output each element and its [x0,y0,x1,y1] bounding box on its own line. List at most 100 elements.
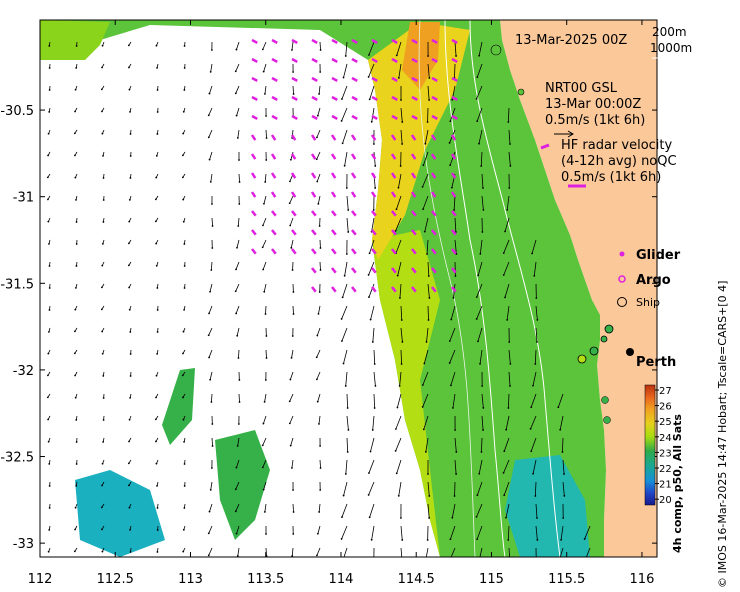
model-arrow-head [75,45,78,47]
model-arrow-head [368,472,370,474]
model-arrow-head [449,538,452,541]
model-arrow-head [427,275,430,277]
model-arrow-head [155,462,158,465]
model-arrow-head [265,357,268,359]
model-arrow [584,525,591,540]
hf-arrow [250,172,257,179]
model-arrow-head [156,287,159,289]
station-marker [577,354,587,364]
model-arrow [395,239,402,254]
model-arrow [559,415,564,430]
model-arrow-head [292,511,295,513]
model-arrow-head [154,220,157,223]
model-arrow [395,437,402,452]
model-arrow-head [394,450,397,452]
model-arrow [481,195,484,210]
model-arrow [530,437,537,452]
model-arrow-head [128,308,131,311]
model-arrow [423,415,429,430]
model-arrow [368,261,375,276]
hf-arrow [310,191,317,198]
model-arrow-head [316,400,319,403]
model-arrow-head [421,186,424,188]
hf-arrow [251,57,258,63]
hf-arrow [390,134,397,141]
colorbar-tick-label: 25 [659,417,672,428]
model-arrow [535,327,538,342]
model-arrow-head [316,136,318,139]
model-arrow-head [292,489,294,491]
model-arrow-head [318,225,321,227]
hf-arrow [391,229,397,236]
model-arrow [400,129,403,144]
model-arrow-head [480,165,483,167]
model-arrow [427,63,430,78]
model-arrow-head [368,98,371,101]
hf-arrow [391,210,397,217]
model-arrow-head [427,319,430,321]
hf-arrow [291,229,297,236]
model-arrow [479,239,483,254]
model-arrow-head [316,180,319,183]
hf-arrow [291,76,298,82]
model-arrow-head [504,296,506,299]
model-arrow-head [182,220,185,223]
model-arrow-head [399,165,402,167]
model-arrow [395,217,402,232]
model-arrow-head [584,560,586,562]
model-arrow [344,151,348,166]
hf-arrow [271,114,278,120]
model-arrow-head [368,296,370,298]
contour-200m [469,20,561,557]
hf-arrow [311,76,318,82]
model-arrow [262,459,267,468]
model-arrow [318,415,321,424]
model-arrow-head [183,308,185,311]
model-arrow-head [291,49,293,51]
model-arrow-head [155,242,158,245]
hf-arrow [451,267,457,274]
model-arrow-head [346,451,349,453]
model-arrow [507,525,510,541]
model-arrow [263,195,267,204]
colorbar-tick-label: 22 [659,464,672,475]
model-arrow-head [424,450,427,453]
model-arrow-head [451,98,454,101]
model-arrow-head [75,485,78,487]
model-arrow-head [289,158,292,161]
model-arrow [237,547,240,556]
model-arrow-head [372,209,375,211]
model-arrow-head [209,181,212,183]
hf-radar-arrows [250,38,458,293]
model-arrow-head [449,120,452,123]
model-arrow-head [48,330,50,333]
model-arrow-head [449,560,451,562]
model-arrow [508,129,511,144]
model-arrow [235,63,240,72]
sst-orange-patch [402,22,440,90]
model-arrow [317,525,321,534]
model-arrow [317,393,321,402]
model-arrow-head [48,529,51,531]
model-arrow-head [344,385,347,387]
model-arrow-head [237,357,240,359]
model-arrow [451,503,456,518]
perth-label: Perth [636,355,676,370]
model-arrow [316,151,321,160]
model-arrow [341,107,348,122]
model-arrow-head [482,209,485,211]
model-arrow [236,327,240,336]
model-arrow-head [75,198,77,201]
model-arrow [235,305,240,314]
hf-arrow [450,153,457,160]
model-arrow [292,85,294,95]
model-arrow-head [316,114,319,117]
hf-arrow [411,57,418,63]
model-arrow [209,503,213,512]
hf-arrow [311,267,317,274]
model-arrow [453,195,456,210]
model-arrow-head [342,362,345,365]
model-arrow [503,459,510,474]
model-arrow-head [74,176,77,179]
model-arrow-head [343,274,346,277]
